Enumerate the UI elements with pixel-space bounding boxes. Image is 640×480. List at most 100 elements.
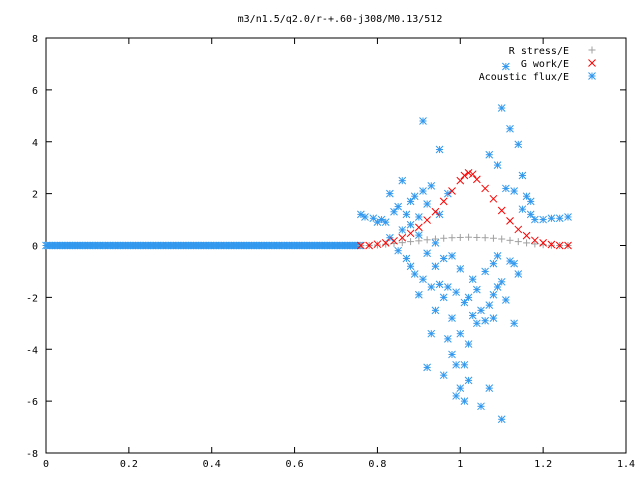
g-work-e-point <box>357 241 365 250</box>
acoustic-flux-e-point <box>402 254 411 263</box>
acoustic-flux-e-point <box>423 363 431 372</box>
y-tick-label: -2 <box>26 293 38 304</box>
g-work-e-point <box>381 239 390 247</box>
acoustic-flux-e-point <box>539 215 547 224</box>
acoustic-flux-e-point <box>452 360 460 369</box>
legend-marker <box>588 72 596 80</box>
acoustic-flux-e-point <box>477 402 485 411</box>
legend-marker <box>588 46 596 54</box>
r-stress-e-point <box>456 233 464 241</box>
g-work-e-point <box>373 240 382 249</box>
acoustic-flux-e-point <box>497 277 506 286</box>
g-work-e-point <box>539 239 547 247</box>
acoustic-flux-e-point <box>518 171 527 180</box>
acoustic-flux-e-point <box>444 283 452 291</box>
g-work-e-point <box>423 216 431 224</box>
r-stress-e-point <box>373 241 381 249</box>
x-tick-label: 1.2 <box>534 459 552 470</box>
acoustic-flux-e-point <box>444 189 452 198</box>
acoustic-flux-e-point <box>460 397 469 405</box>
x-axis-ticks: 0 0.2 0.4 0.6 0.8 1 1.2 1.4 <box>43 38 635 470</box>
x-tick-label: 1.4 <box>617 459 635 470</box>
acoustic-flux-e-point <box>468 311 477 320</box>
acoustic-flux-e-point <box>406 197 415 206</box>
g-work-e-point <box>456 176 465 185</box>
g-work-e-point <box>497 206 506 215</box>
x-tick-label: 0.2 <box>120 459 138 470</box>
acoustic-flux-e-point <box>394 246 402 255</box>
acoustic-flux-e-point <box>406 262 415 271</box>
r-stress-e-point <box>498 235 506 243</box>
acoustic-flux-e-point <box>431 262 440 271</box>
acoustic-flux-e-point <box>452 288 460 297</box>
acoustic-flux-e-point <box>489 259 498 268</box>
g-work-e-point <box>398 233 407 242</box>
r-stress-e-point <box>489 234 497 242</box>
acoustic-flux-e-point <box>394 202 402 211</box>
acoustic-flux-e-point <box>452 392 460 400</box>
acoustic-flux-e-point <box>398 226 407 234</box>
r-stress-e-point <box>440 234 448 242</box>
acoustic-flux-e-point <box>419 187 427 195</box>
r-stress-e-point <box>531 240 539 248</box>
acoustic-flux-e-point <box>502 184 510 193</box>
acoustic-flux-e-point <box>386 189 394 198</box>
acoustic-flux-e-point <box>502 296 510 304</box>
r-stress-e-point <box>407 238 415 246</box>
acoustic-flux-e-point <box>448 350 456 359</box>
acoustic-flux-e-point <box>448 314 456 322</box>
g-work-e-point <box>547 240 556 249</box>
acoustic-flux-e-point <box>489 290 498 299</box>
legend: R stress/E G work/E Acoustic flux/E <box>479 46 596 83</box>
g-work-e-point <box>489 194 498 203</box>
acoustic-flux-e-point <box>489 314 498 322</box>
legend-marker <box>588 59 596 67</box>
g-work-e-point <box>468 170 477 179</box>
acoustic-flux-e-point <box>485 301 494 310</box>
legend-label: Acoustic flux/E <box>479 72 569 83</box>
acoustic-flux-e-point <box>460 298 469 307</box>
acoustic-flux-e-point <box>439 254 448 263</box>
r-stress-e-point <box>382 240 390 248</box>
acoustic-flux-e-point <box>481 316 489 325</box>
legend-label: R stress/E <box>509 46 569 57</box>
acoustic-flux-e-point <box>510 259 518 268</box>
acoustic-flux-e-point <box>497 104 506 112</box>
acoustic-flux-e-point <box>555 214 564 223</box>
acoustic-flux-e-point <box>390 207 398 216</box>
acoustic-flux-e-point <box>506 124 514 133</box>
data-marks <box>42 62 572 424</box>
acoustic-flux-e-point <box>481 267 489 276</box>
g-work-e-point <box>481 184 489 193</box>
y-tick-label: -4 <box>26 345 38 356</box>
r-stress-e-point <box>431 235 439 243</box>
acoustic-flux-e-point <box>410 270 419 278</box>
x-tick-label: 0.8 <box>368 459 386 470</box>
g-work-e-point <box>506 217 514 225</box>
acoustic-flux-e-point <box>468 275 477 284</box>
g-work-e-point <box>464 169 473 177</box>
acoustic-flux-e-point <box>415 213 423 221</box>
y-tick-label: -8 <box>26 449 38 460</box>
acoustic-flux-e-point <box>493 252 502 260</box>
acoustic-flux-e-point <box>423 200 431 208</box>
x-tick-label: 0.4 <box>203 459 221 470</box>
acoustic-flux-e-point <box>477 306 485 315</box>
g-work-e-point <box>555 241 564 250</box>
acoustic-flux-e-point <box>497 415 506 424</box>
y-tick-label: 6 <box>32 86 38 97</box>
acoustic-flux-e-point <box>564 213 572 221</box>
acoustic-flux-e-point <box>485 384 494 393</box>
g-work-e-point <box>431 207 440 216</box>
acoustic-flux-e-point <box>485 150 494 159</box>
acoustic-flux-e-point <box>502 62 510 71</box>
acoustic-flux-e-point <box>435 280 444 289</box>
acoustic-flux-e-point <box>522 192 531 201</box>
acoustic-flux-e-point <box>431 306 440 315</box>
r-stress-e-point <box>514 238 522 246</box>
acoustic-flux-e-point <box>464 340 473 348</box>
r-stress-e-point <box>473 233 481 241</box>
acoustic-flux-e-point <box>464 376 473 385</box>
acoustic-flux-e-point <box>427 181 436 190</box>
r-stress-e-point <box>465 233 473 241</box>
